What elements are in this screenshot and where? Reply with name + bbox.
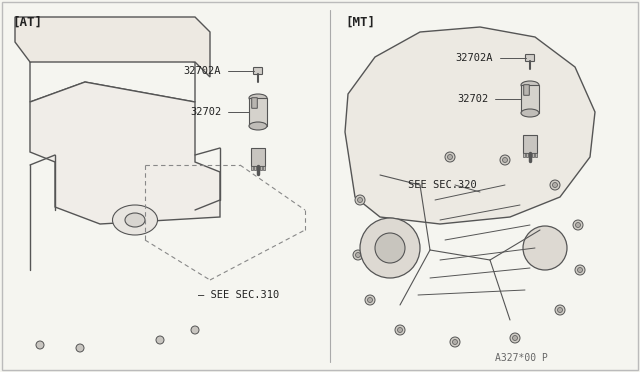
Bar (523, 135, 537, 153)
Polygon shape (15, 17, 210, 77)
Polygon shape (30, 82, 220, 224)
Circle shape (573, 220, 583, 230)
Bar (535, 153, 537, 157)
Ellipse shape (125, 213, 145, 227)
Text: 32702: 32702 (457, 94, 488, 104)
Text: 32702A: 32702A (183, 66, 221, 76)
Ellipse shape (521, 109, 539, 117)
Bar (521, 85, 539, 113)
Text: [MT]: [MT] (345, 16, 375, 29)
Bar (249, 98, 267, 126)
Circle shape (523, 226, 567, 270)
Circle shape (358, 198, 362, 202)
Circle shape (445, 152, 455, 162)
Circle shape (367, 298, 372, 302)
Polygon shape (345, 27, 595, 224)
Text: 32702: 32702 (190, 107, 221, 117)
Circle shape (557, 308, 563, 312)
Circle shape (76, 344, 84, 352)
Circle shape (500, 155, 510, 165)
Text: [AT]: [AT] (12, 16, 42, 29)
Circle shape (452, 340, 458, 344)
Bar (254, 166, 256, 170)
FancyBboxPatch shape (525, 55, 534, 61)
Circle shape (36, 341, 44, 349)
Ellipse shape (249, 122, 267, 130)
Circle shape (555, 305, 565, 315)
FancyBboxPatch shape (252, 98, 257, 108)
Circle shape (502, 157, 508, 163)
FancyBboxPatch shape (524, 85, 529, 95)
Circle shape (156, 336, 164, 344)
Text: A327*00 P: A327*00 P (495, 353, 548, 363)
Circle shape (575, 265, 585, 275)
Circle shape (447, 154, 452, 160)
Bar (526, 153, 528, 157)
Bar (263, 166, 265, 170)
Ellipse shape (113, 205, 157, 235)
Circle shape (577, 267, 582, 273)
Circle shape (355, 195, 365, 205)
Text: 32702A: 32702A (455, 53, 493, 63)
Circle shape (375, 233, 405, 263)
Text: SEE SEC.320: SEE SEC.320 (408, 180, 477, 190)
Circle shape (395, 325, 405, 335)
Bar (523, 153, 525, 157)
Circle shape (450, 337, 460, 347)
Bar (529, 153, 531, 157)
Bar (251, 148, 265, 166)
Bar (532, 153, 534, 157)
Bar (260, 166, 262, 170)
Bar (251, 166, 253, 170)
Ellipse shape (249, 94, 267, 102)
Bar (257, 166, 259, 170)
Circle shape (510, 333, 520, 343)
Circle shape (575, 222, 580, 228)
Circle shape (552, 183, 557, 187)
Circle shape (360, 218, 420, 278)
Circle shape (355, 253, 360, 257)
Ellipse shape (521, 81, 539, 89)
Text: — SEE SEC.310: — SEE SEC.310 (198, 290, 279, 300)
Circle shape (353, 250, 363, 260)
Circle shape (191, 326, 199, 334)
FancyBboxPatch shape (253, 67, 262, 74)
Circle shape (513, 336, 518, 340)
Circle shape (550, 180, 560, 190)
Circle shape (397, 327, 403, 333)
Circle shape (365, 295, 375, 305)
